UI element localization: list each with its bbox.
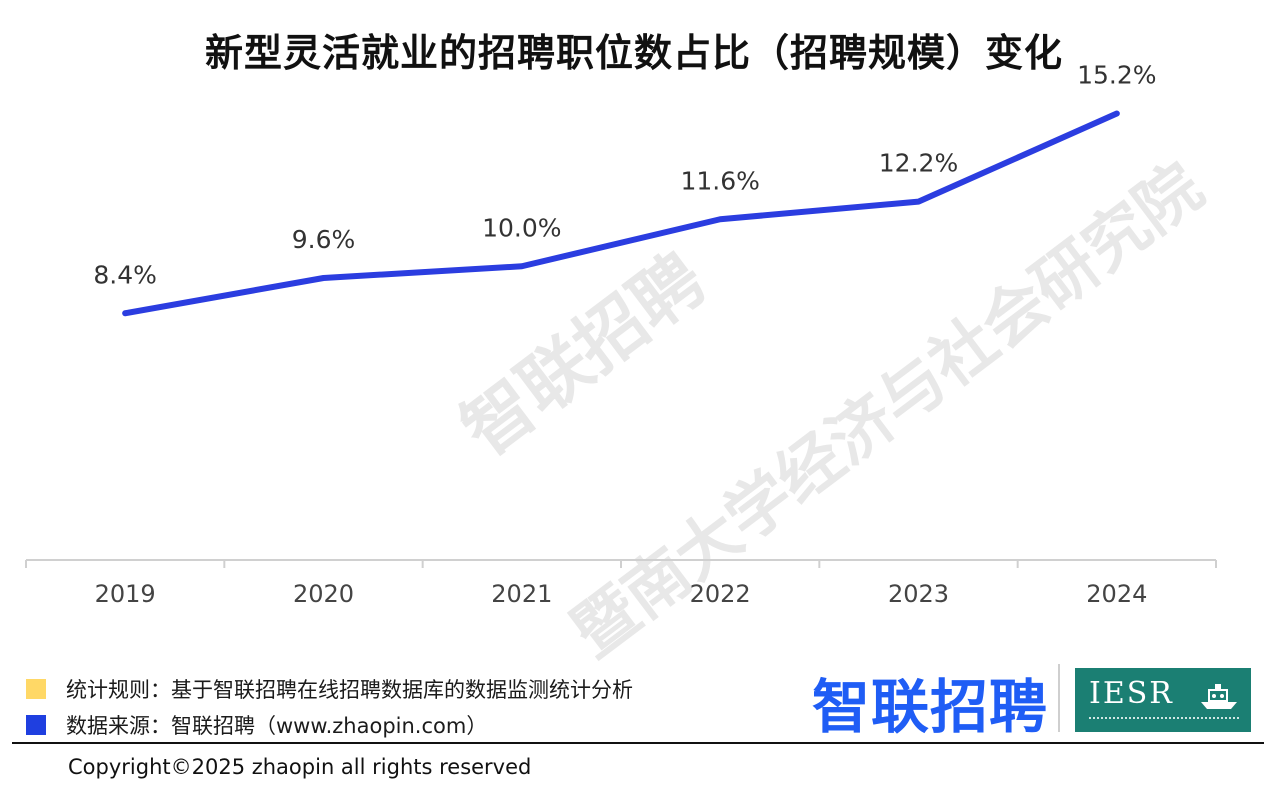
x-tick-label: 2022 bbox=[690, 580, 751, 608]
stat-rule-text: 统计规则：基于智联招聘在线招聘数据库的数据监测统计分析 bbox=[66, 678, 633, 702]
iesr-subtitle-line bbox=[1089, 717, 1239, 721]
copyright-text: Copyright©2025 zhaopin all rights reserv… bbox=[68, 755, 532, 779]
data-label: 9.6% bbox=[292, 225, 356, 254]
chart-title: 新型灵活就业的招聘职位数占比（招聘规模）变化 bbox=[204, 31, 1063, 75]
ship-icon bbox=[1201, 684, 1237, 709]
data-label: 8.4% bbox=[93, 260, 157, 289]
logo-divider bbox=[1058, 664, 1060, 732]
data-label: 10.0% bbox=[482, 213, 561, 242]
stat-rule-note: 统计规则：基于智联招聘在线招聘数据库的数据监测统计分析 bbox=[26, 674, 633, 704]
iesr-logo: IESR bbox=[1075, 668, 1251, 732]
x-tick-label: 2021 bbox=[491, 580, 552, 608]
footer-rule bbox=[12, 742, 1264, 744]
x-tick-label: 2023 bbox=[888, 580, 949, 608]
data-label: 11.6% bbox=[680, 166, 759, 195]
zhaopin-logo: 智联招聘 bbox=[812, 660, 1048, 744]
x-tick-label: 2020 bbox=[293, 580, 354, 608]
zhaopin-logo-text: 智联招聘 bbox=[812, 673, 1049, 741]
iesr-logo-text: IESR bbox=[1089, 676, 1174, 711]
data-source-text: 数据来源：智联招聘（www.zhaopin.com） bbox=[66, 714, 488, 738]
data-label: 12.2% bbox=[879, 149, 958, 178]
blue-legend-swatch bbox=[26, 715, 46, 735]
data-label: 15.2% bbox=[1077, 61, 1156, 90]
x-tick-label: 2024 bbox=[1086, 580, 1147, 608]
yellow-legend-swatch bbox=[26, 679, 46, 699]
data-source-note: 数据来源：智联招聘（www.zhaopin.com） bbox=[26, 710, 487, 740]
x-tick-label: 2019 bbox=[95, 580, 156, 608]
line-chart: 2019 2020 2021 2022 2023 2024 8.4% 9.6% 10.0% 11.… bbox=[25, 61, 1217, 608]
series-line bbox=[122, 110, 1120, 317]
